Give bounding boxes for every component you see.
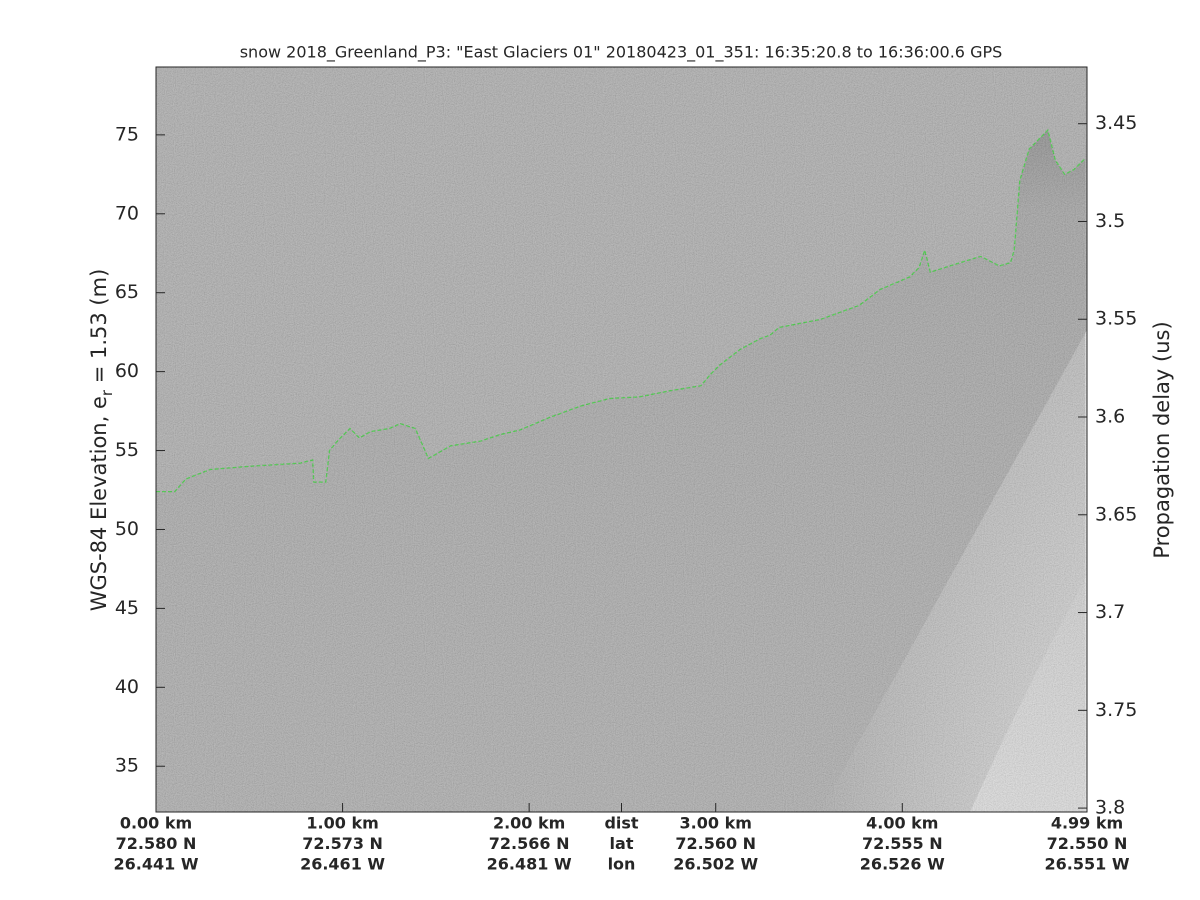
y-tick-label: 65 [115, 281, 139, 303]
y2-tick-label: 3.65 [1095, 503, 1137, 525]
x-tick-label: 72.573 N [302, 834, 383, 853]
x-tick-label: 72.560 N [675, 834, 756, 853]
y-tick-label: 35 [115, 755, 139, 777]
y-label-part: WGS-84 Elevation, e [87, 396, 111, 611]
x-tick-label: 26.481 W [487, 855, 572, 874]
y-label-sub: r [98, 389, 116, 396]
x-tick-label: 26.441 W [114, 855, 199, 874]
x-tick-label: 26.551 W [1045, 855, 1130, 874]
x-tick-label: 72.555 N [862, 834, 943, 853]
y-tick-label: 75 [115, 123, 139, 145]
y-axis-label: WGS-84 Elevation, er = 1.53 (m) [87, 269, 116, 612]
x-tick-label: 4.00 km [866, 814, 938, 833]
y2-axis-label: Propagation delay (us) [1150, 321, 1174, 558]
x-tick-label: 2.00 km [493, 814, 565, 833]
x-tick-label: 26.526 W [860, 855, 945, 874]
x-tick-label: 26.502 W [673, 855, 758, 874]
chart-title: snow 2018_Greenland_P3: "East Glaciers 0… [240, 43, 1003, 63]
x-tick-label: dist [604, 814, 638, 833]
y2-tick-label: 3.8 [1095, 797, 1125, 819]
x-tick-label: 72.566 N [489, 834, 570, 853]
x-tick-label: 72.580 N [116, 834, 197, 853]
x-tick-label: 3.00 km [680, 814, 752, 833]
y2-tick-label: 3.6 [1095, 406, 1125, 428]
x-tick-label: 4.99 km [1051, 814, 1123, 833]
y-tick-label: 50 [115, 518, 139, 540]
y-label-part: = 1.53 (m) [87, 269, 111, 390]
x-tick-label: lon [608, 855, 636, 874]
y2-tick-label: 3.45 [1095, 112, 1137, 134]
y-tick-label: 70 [115, 202, 139, 224]
y-tick-label: 45 [115, 597, 139, 619]
speckle [156, 67, 1087, 812]
x-tick-label: 72.550 N [1047, 834, 1128, 853]
y2-tick-label: 3.7 [1095, 601, 1125, 623]
y2-tick-label: 3.55 [1095, 308, 1137, 330]
x-tick-label: 26.461 W [300, 855, 385, 874]
y-tick-label: 55 [115, 439, 139, 461]
y2-tick-label: 3.5 [1095, 210, 1125, 232]
x-tick-label: 0.00 km [120, 814, 192, 833]
y-tick-label: 60 [115, 360, 139, 382]
x-tick-label: lat [610, 834, 634, 853]
y-tick-label: 40 [115, 676, 139, 698]
x-tick-label: 1.00 km [306, 814, 378, 833]
y2-tick-label: 3.75 [1095, 699, 1137, 721]
